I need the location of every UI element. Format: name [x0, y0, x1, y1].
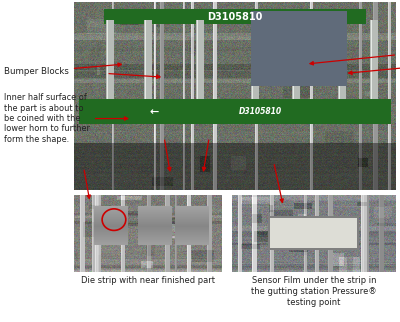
Text: Die strip with near finished part: Die strip with near finished part	[81, 276, 215, 285]
Text: Bumper
Blocks: Bumper Blocks	[310, 43, 400, 65]
Text: Sensor Film under the strip in
the gutting station Pressure®
testing point: Sensor Film under the strip in the gutti…	[251, 276, 377, 307]
Text: D3105810: D3105810	[239, 108, 282, 117]
Text: ←: ←	[150, 107, 159, 117]
Text: Inner half surface of
the part is about to
be coined with the
lower horn to furt: Inner half surface of the part is about …	[4, 93, 128, 144]
Text: D3105810: D3105810	[207, 12, 263, 22]
Text: Bumper Blocks: Bumper Blocks	[4, 63, 121, 76]
